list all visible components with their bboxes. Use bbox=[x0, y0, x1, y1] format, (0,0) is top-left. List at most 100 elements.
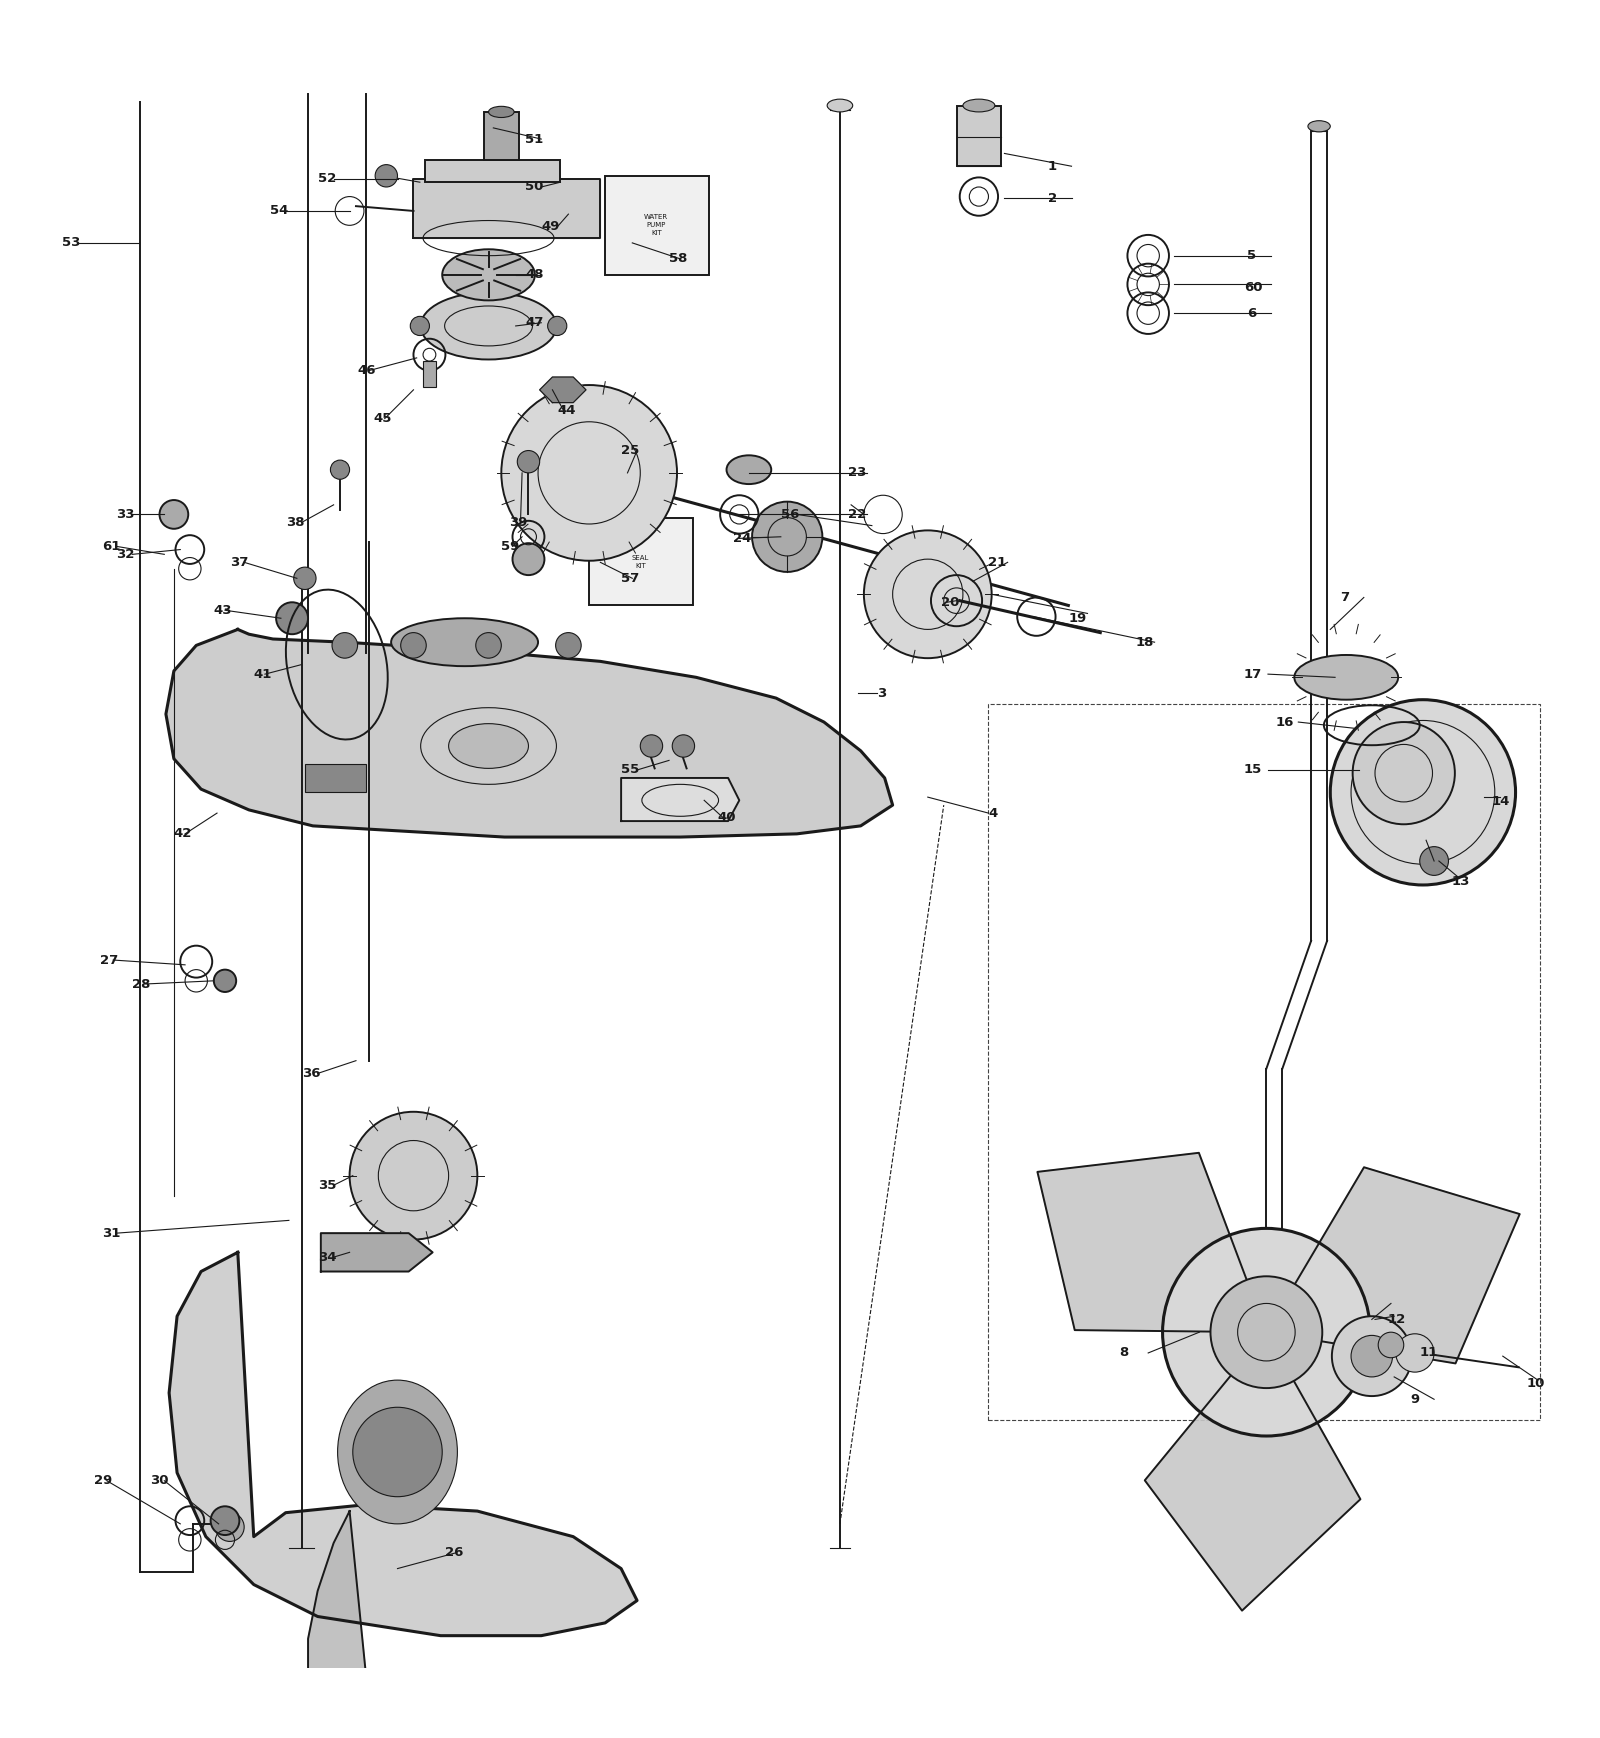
Text: 57: 57 bbox=[621, 572, 640, 584]
Circle shape bbox=[333, 633, 357, 659]
Text: 42: 42 bbox=[174, 827, 192, 841]
Text: 23: 23 bbox=[848, 466, 866, 480]
Text: 9: 9 bbox=[1410, 1392, 1419, 1406]
Circle shape bbox=[547, 316, 566, 335]
Polygon shape bbox=[621, 779, 739, 820]
Circle shape bbox=[1378, 1333, 1403, 1357]
Circle shape bbox=[1350, 1335, 1392, 1376]
Text: 40: 40 bbox=[717, 812, 736, 824]
Text: 38: 38 bbox=[286, 516, 304, 528]
Polygon shape bbox=[166, 629, 893, 838]
Text: 19: 19 bbox=[1069, 612, 1086, 624]
Polygon shape bbox=[1144, 1333, 1360, 1611]
Text: 28: 28 bbox=[133, 977, 150, 991]
Text: 56: 56 bbox=[781, 507, 800, 521]
Text: 55: 55 bbox=[621, 763, 640, 777]
Circle shape bbox=[512, 544, 544, 575]
Circle shape bbox=[555, 633, 581, 659]
Text: 36: 36 bbox=[302, 1067, 320, 1079]
Circle shape bbox=[640, 735, 662, 758]
Text: 33: 33 bbox=[117, 507, 134, 521]
Text: 43: 43 bbox=[214, 603, 232, 617]
Bar bbox=[589, 518, 693, 605]
Circle shape bbox=[211, 1507, 240, 1535]
Circle shape bbox=[517, 450, 539, 473]
Text: SEAL
KIT: SEAL KIT bbox=[632, 556, 650, 570]
Polygon shape bbox=[539, 377, 586, 403]
Text: 7: 7 bbox=[1339, 591, 1349, 605]
Circle shape bbox=[277, 603, 309, 634]
Text: 14: 14 bbox=[1491, 796, 1510, 808]
Text: 34: 34 bbox=[318, 1251, 336, 1264]
Ellipse shape bbox=[338, 1380, 458, 1524]
Text: 13: 13 bbox=[1451, 876, 1470, 888]
Text: 12: 12 bbox=[1387, 1312, 1406, 1326]
Text: 10: 10 bbox=[1526, 1376, 1546, 1390]
Circle shape bbox=[1331, 1316, 1411, 1396]
Circle shape bbox=[352, 1408, 442, 1496]
Text: 60: 60 bbox=[1245, 282, 1262, 294]
Ellipse shape bbox=[448, 723, 528, 768]
Polygon shape bbox=[1266, 1168, 1520, 1363]
Text: 25: 25 bbox=[621, 443, 640, 457]
Text: 48: 48 bbox=[525, 268, 544, 282]
Circle shape bbox=[501, 386, 677, 561]
Ellipse shape bbox=[442, 249, 534, 301]
Text: 53: 53 bbox=[62, 236, 80, 249]
Text: 18: 18 bbox=[1136, 636, 1154, 648]
Bar bbox=[306, 763, 365, 793]
Text: 8: 8 bbox=[1120, 1347, 1128, 1359]
Text: 29: 29 bbox=[94, 1474, 112, 1488]
Circle shape bbox=[1163, 1229, 1370, 1436]
Text: 47: 47 bbox=[525, 316, 544, 328]
Polygon shape bbox=[322, 1234, 432, 1272]
Text: 4: 4 bbox=[989, 806, 998, 820]
Polygon shape bbox=[1037, 1152, 1266, 1333]
Text: 11: 11 bbox=[1419, 1347, 1438, 1359]
Circle shape bbox=[752, 502, 822, 572]
Text: 27: 27 bbox=[101, 954, 118, 966]
Circle shape bbox=[214, 970, 237, 992]
Ellipse shape bbox=[726, 455, 771, 485]
Text: 50: 50 bbox=[525, 181, 544, 193]
Text: 61: 61 bbox=[102, 541, 120, 553]
Text: 52: 52 bbox=[318, 172, 336, 186]
Text: 45: 45 bbox=[373, 412, 392, 426]
Circle shape bbox=[1330, 700, 1515, 885]
Text: 59: 59 bbox=[501, 541, 520, 553]
Bar bbox=[424, 160, 560, 182]
Bar bbox=[422, 362, 435, 386]
Ellipse shape bbox=[488, 106, 514, 118]
Circle shape bbox=[475, 633, 501, 659]
Ellipse shape bbox=[827, 99, 853, 111]
Circle shape bbox=[349, 1112, 477, 1239]
Circle shape bbox=[1419, 846, 1448, 876]
Text: 51: 51 bbox=[525, 132, 544, 146]
Text: 15: 15 bbox=[1245, 763, 1262, 777]
Circle shape bbox=[331, 461, 349, 480]
Text: 20: 20 bbox=[941, 596, 958, 608]
Text: 41: 41 bbox=[254, 667, 272, 681]
Bar bbox=[483, 111, 518, 160]
Polygon shape bbox=[309, 1510, 365, 1703]
Text: 31: 31 bbox=[102, 1227, 120, 1239]
Text: 46: 46 bbox=[357, 365, 376, 377]
Text: 22: 22 bbox=[848, 507, 866, 521]
Text: 24: 24 bbox=[733, 532, 752, 546]
Circle shape bbox=[1352, 721, 1454, 824]
Text: 35: 35 bbox=[318, 1178, 336, 1192]
Ellipse shape bbox=[1307, 120, 1330, 132]
Polygon shape bbox=[413, 179, 600, 238]
Text: 5: 5 bbox=[1248, 249, 1256, 262]
Text: 26: 26 bbox=[445, 1547, 464, 1559]
Circle shape bbox=[400, 633, 426, 659]
Bar bbox=[989, 704, 1539, 1420]
Ellipse shape bbox=[390, 619, 538, 666]
Circle shape bbox=[672, 735, 694, 758]
Ellipse shape bbox=[963, 99, 995, 111]
Circle shape bbox=[216, 1512, 245, 1542]
Text: 21: 21 bbox=[989, 556, 1006, 568]
Text: 32: 32 bbox=[117, 547, 134, 561]
Bar bbox=[605, 176, 709, 275]
Text: 16: 16 bbox=[1275, 716, 1294, 728]
